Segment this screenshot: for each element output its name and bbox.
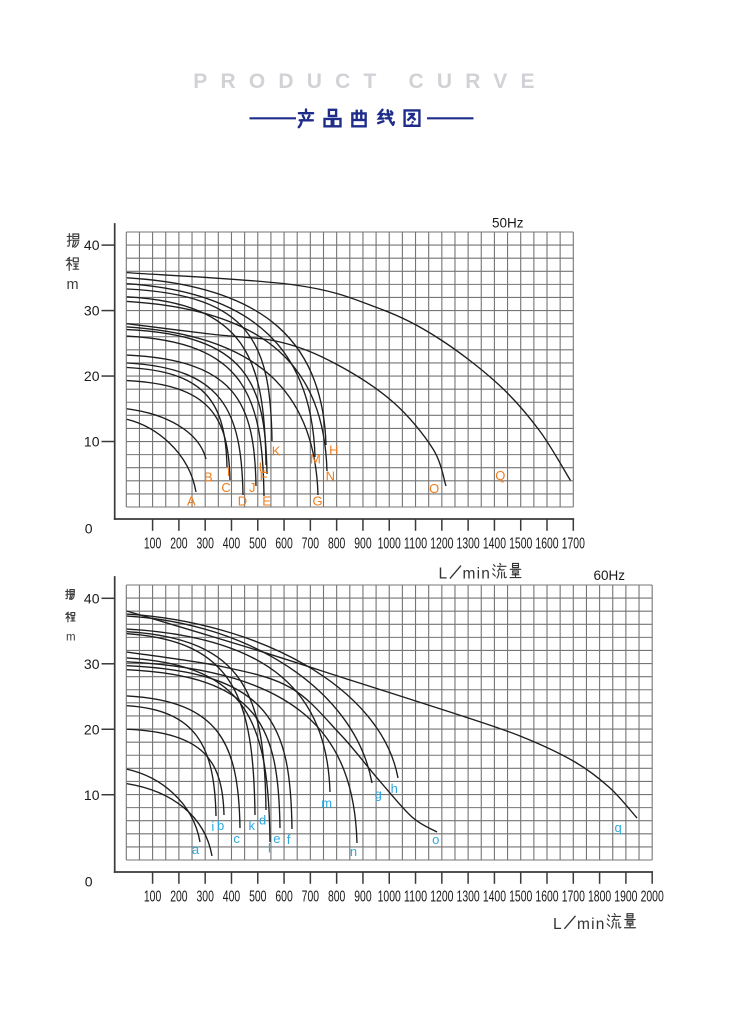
svg-text:L: L bbox=[553, 916, 562, 933]
svg-text:A: A bbox=[187, 493, 196, 508]
svg-text:a: a bbox=[192, 842, 200, 857]
svg-text:20: 20 bbox=[84, 368, 100, 384]
svg-text:D: D bbox=[238, 494, 247, 509]
svg-text:m: m bbox=[321, 795, 332, 810]
svg-text:1600: 1600 bbox=[535, 536, 558, 553]
svg-text:1000: 1000 bbox=[378, 536, 401, 553]
svg-text:1000: 1000 bbox=[378, 889, 401, 906]
svg-text:L: L bbox=[259, 459, 266, 474]
svg-text:G: G bbox=[312, 494, 322, 509]
svg-text:l: l bbox=[268, 841, 271, 856]
svg-text:d: d bbox=[259, 813, 266, 828]
svg-text:1500: 1500 bbox=[509, 536, 532, 553]
svg-text:I: I bbox=[227, 464, 231, 479]
svg-text:700: 700 bbox=[302, 889, 320, 906]
svg-text:B: B bbox=[204, 470, 213, 485]
svg-text:300: 300 bbox=[196, 889, 214, 906]
svg-text:400: 400 bbox=[223, 889, 241, 906]
svg-text:1500: 1500 bbox=[509, 889, 532, 906]
svg-text:1700: 1700 bbox=[562, 536, 585, 553]
svg-text:600: 600 bbox=[275, 536, 293, 553]
svg-text:K: K bbox=[272, 444, 281, 459]
svg-text:J: J bbox=[249, 480, 256, 495]
svg-text:40: 40 bbox=[84, 590, 100, 606]
svg-text:400: 400 bbox=[223, 536, 241, 553]
svg-text:c: c bbox=[233, 831, 240, 846]
svg-text:M: M bbox=[310, 452, 321, 467]
svg-text:500: 500 bbox=[249, 536, 267, 553]
svg-text:100: 100 bbox=[144, 889, 162, 906]
svg-text:m: m bbox=[66, 632, 76, 644]
svg-text:800: 800 bbox=[328, 536, 346, 553]
svg-text:f: f bbox=[287, 832, 291, 847]
svg-text:600: 600 bbox=[275, 889, 293, 906]
svg-text:40: 40 bbox=[84, 237, 100, 253]
svg-text:1400: 1400 bbox=[483, 889, 506, 906]
svg-text:b: b bbox=[217, 818, 224, 833]
svg-text:e: e bbox=[273, 831, 280, 846]
svg-text:g: g bbox=[375, 787, 382, 802]
svg-text:10: 10 bbox=[84, 787, 100, 803]
svg-text:Q: Q bbox=[495, 468, 505, 483]
svg-text:0: 0 bbox=[85, 521, 93, 537]
svg-text:PRODUCT CURVE: PRODUCT CURVE bbox=[193, 70, 547, 93]
svg-text:2000: 2000 bbox=[641, 889, 664, 906]
svg-text:1400: 1400 bbox=[483, 536, 506, 553]
svg-text:1300: 1300 bbox=[457, 536, 480, 553]
svg-text:1700: 1700 bbox=[562, 889, 585, 906]
svg-text:10: 10 bbox=[84, 434, 100, 450]
svg-text:30: 30 bbox=[84, 303, 100, 319]
svg-text:1900: 1900 bbox=[614, 889, 637, 906]
svg-text:i: i bbox=[211, 819, 214, 834]
svg-text:30: 30 bbox=[84, 656, 100, 672]
svg-text:F: F bbox=[260, 469, 268, 484]
svg-text:1200: 1200 bbox=[430, 536, 453, 553]
svg-text:100: 100 bbox=[144, 536, 162, 553]
svg-text:60Hz: 60Hz bbox=[594, 568, 626, 583]
svg-text:900: 900 bbox=[354, 536, 372, 553]
svg-text:800: 800 bbox=[328, 889, 346, 906]
svg-text:1300: 1300 bbox=[457, 889, 480, 906]
svg-text:900: 900 bbox=[354, 889, 372, 906]
svg-text:1100: 1100 bbox=[404, 889, 427, 906]
svg-text:300: 300 bbox=[196, 536, 214, 553]
svg-text:L: L bbox=[439, 566, 448, 583]
svg-text:50Hz: 50Hz bbox=[492, 216, 524, 231]
svg-text:min: min bbox=[577, 916, 606, 933]
svg-text:1800: 1800 bbox=[588, 889, 611, 906]
svg-text:1600: 1600 bbox=[535, 889, 558, 906]
svg-text:o: o bbox=[432, 832, 439, 847]
svg-text:N: N bbox=[326, 468, 335, 483]
svg-text:1100: 1100 bbox=[404, 536, 427, 553]
svg-text:q: q bbox=[614, 820, 621, 835]
svg-text:m: m bbox=[67, 277, 79, 293]
svg-text:1200: 1200 bbox=[430, 889, 453, 906]
svg-text:n: n bbox=[350, 844, 357, 859]
svg-text:h: h bbox=[391, 781, 398, 796]
svg-text:0: 0 bbox=[85, 874, 93, 890]
svg-text:min: min bbox=[463, 566, 492, 583]
svg-text:C: C bbox=[221, 480, 230, 495]
svg-text:700: 700 bbox=[302, 536, 320, 553]
svg-text:200: 200 bbox=[170, 889, 188, 906]
svg-text:E: E bbox=[262, 494, 271, 509]
svg-text:200: 200 bbox=[170, 536, 188, 553]
svg-text:500: 500 bbox=[249, 889, 267, 906]
svg-text:k: k bbox=[249, 818, 256, 833]
svg-text:20: 20 bbox=[84, 721, 100, 737]
svg-text:O: O bbox=[429, 481, 439, 496]
svg-text:H: H bbox=[329, 443, 338, 458]
